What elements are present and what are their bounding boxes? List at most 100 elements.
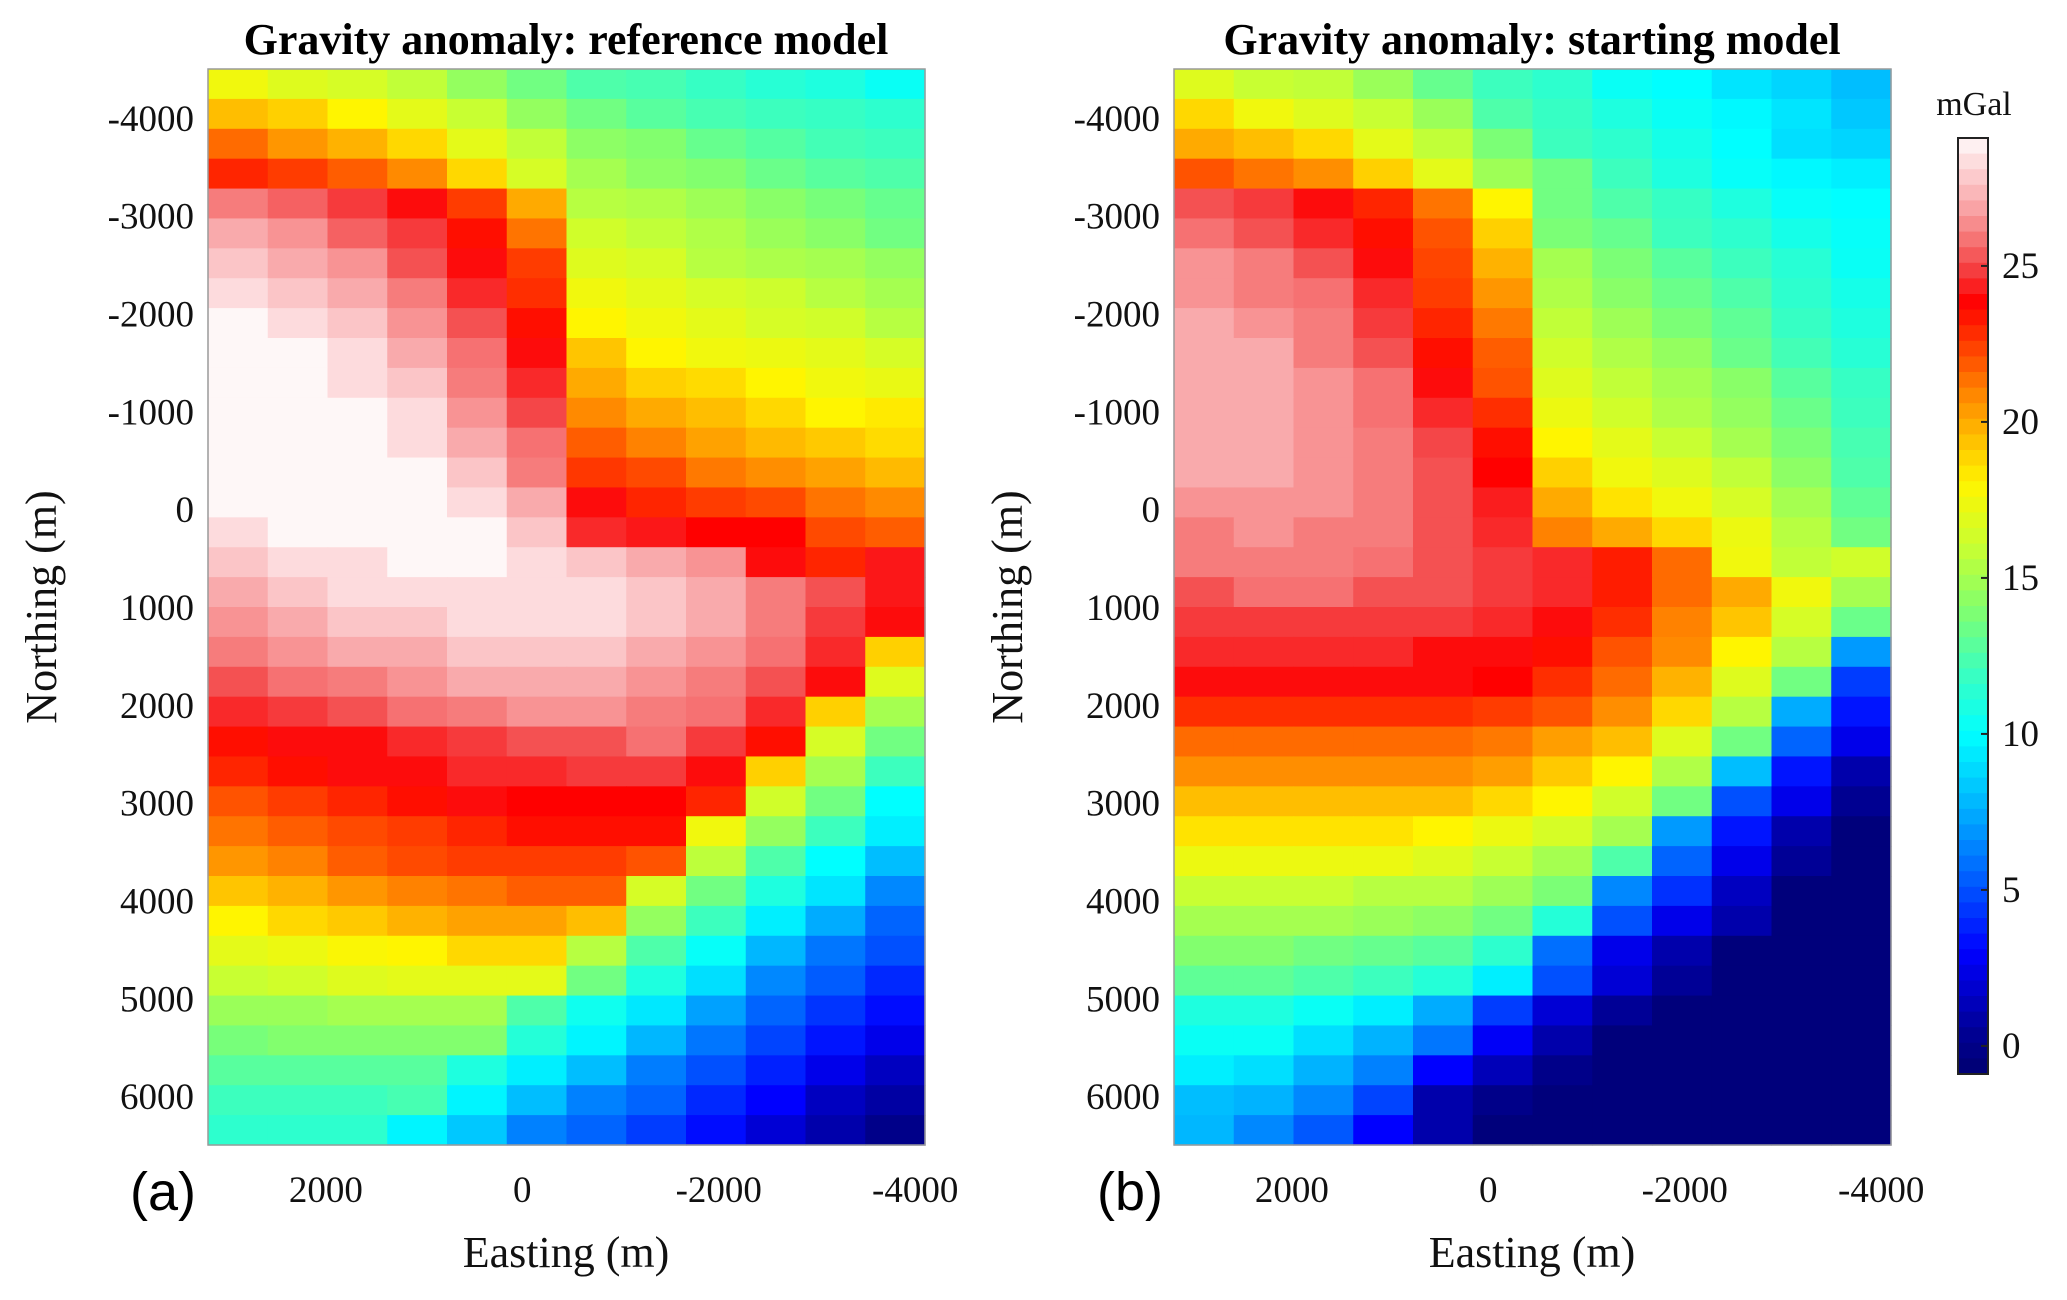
heatmap-cell — [1592, 816, 1653, 847]
heatmap-cell — [1711, 876, 1773, 907]
heatmap-cell — [1233, 816, 1295, 847]
heatmap-cell — [566, 367, 627, 399]
heatmap-cell — [805, 98, 866, 130]
heatmap-cell — [1353, 98, 1414, 130]
heatmap-cell — [686, 577, 747, 608]
heatmap-cell — [506, 816, 568, 847]
colorbar-swatch — [1958, 340, 1988, 357]
heatmap-cell — [1353, 547, 1414, 578]
heatmap-cell — [387, 1115, 448, 1146]
heatmap-cell — [1532, 547, 1593, 578]
y-tick-label: -2000 — [108, 295, 194, 336]
heatmap-cell — [1592, 338, 1653, 369]
colorbar-swatch — [1958, 528, 1988, 545]
heatmap-cell — [566, 128, 627, 160]
heatmap-cell — [745, 308, 807, 339]
heatmap-cell — [1592, 1055, 1653, 1086]
heatmap-cell — [506, 726, 568, 758]
x-tick-labels: 2000 0 -2000 -4000 — [1255, 1170, 1924, 1211]
heatmap-cell — [387, 397, 448, 429]
heatmap-cell — [267, 517, 329, 548]
heatmap-cell — [1831, 397, 1892, 429]
heatmap-cell — [1293, 696, 1354, 728]
heatmap-cell — [327, 367, 388, 399]
heatmap-cell — [1293, 98, 1354, 130]
colorbar-swatch — [1958, 762, 1988, 779]
colorbar-swatch — [1958, 169, 1988, 186]
heatmap-cell — [208, 876, 269, 907]
heatmap-cell — [1472, 846, 1534, 877]
heatmap-cell — [506, 636, 568, 668]
heatmap-cell — [1652, 1025, 1713, 1056]
heatmap-cell — [1174, 547, 1235, 578]
heatmap-cell — [1652, 995, 1713, 1027]
heatmap-cell — [626, 128, 687, 160]
heatmap-cell — [1174, 158, 1235, 190]
heatmap-cell — [1233, 1055, 1295, 1086]
heatmap-cell — [1652, 905, 1713, 937]
heatmap-cell — [1472, 696, 1534, 728]
heatmap-cell — [1652, 69, 1713, 100]
heatmap-cell — [1353, 636, 1414, 668]
heatmap-cell — [1771, 218, 1832, 249]
heatmap-cell — [1174, 128, 1235, 160]
heatmap-cell — [208, 1115, 269, 1146]
heatmap-cell — [1353, 1055, 1414, 1086]
heatmap-cell — [1652, 1115, 1713, 1146]
heatmap-cell — [208, 816, 269, 847]
heatmap-cell — [1831, 876, 1892, 907]
heatmap-cell — [327, 547, 388, 578]
heatmap-cell — [805, 517, 866, 548]
heatmap-cell — [1592, 367, 1653, 399]
heatmap-cell — [1652, 158, 1713, 190]
heatmap-cell — [745, 696, 807, 728]
heatmap-cell — [566, 816, 627, 847]
heatmap-cell — [1413, 876, 1474, 907]
heatmap-cell — [1711, 1115, 1773, 1146]
heatmap-cell — [626, 1085, 687, 1116]
heatmap-cell — [1353, 756, 1414, 787]
heatmap-cell — [1413, 726, 1474, 758]
colorbar: mGal 0 5 10 15 20 25 — [1936, 86, 2039, 1075]
heatmap-cell — [1472, 756, 1534, 787]
heatmap-cell — [1652, 1055, 1713, 1086]
heatmap-cell — [1771, 995, 1832, 1027]
heatmap-cell — [566, 218, 627, 249]
heatmap-cell — [745, 876, 807, 907]
heatmap-cell — [1711, 726, 1773, 758]
heatmap-cell — [1711, 338, 1773, 369]
y-tick-label: -2000 — [1074, 295, 1160, 336]
heatmap-cell — [208, 248, 269, 279]
y-tick-label: 5000 — [120, 979, 194, 1020]
heatmap-cell — [1413, 577, 1474, 608]
heatmap-cell — [1413, 1055, 1474, 1086]
colorbar-swatch — [1958, 278, 1988, 295]
heatmap-cell — [865, 726, 926, 758]
heatmap-cell — [1652, 696, 1713, 728]
heatmap-cell — [805, 666, 866, 698]
heatmap-cell — [1532, 338, 1593, 369]
heatmap-cell — [1413, 308, 1474, 339]
heatmap-cell — [447, 188, 508, 220]
heatmap-cell — [1711, 547, 1773, 578]
heatmap-cell — [1592, 487, 1653, 518]
heatmap-cell — [1472, 427, 1534, 459]
heatmap-cell — [1831, 636, 1892, 668]
heatmap-cell — [1472, 666, 1534, 698]
heatmap-cell — [1233, 517, 1295, 548]
heatmap-cell — [447, 547, 508, 578]
heatmap-cell — [686, 547, 747, 578]
heatmap-cell — [865, 397, 926, 429]
heatmap-cell — [1592, 696, 1653, 728]
heatmap-cell — [267, 338, 329, 369]
heatmap-cell — [1174, 726, 1235, 758]
heatmap-cell — [1293, 547, 1354, 578]
y-tick-labels: -4000 -3000 -2000 -1000 0 1000 2000 3000 4000 500… — [108, 99, 194, 1118]
colorbar-swatch — [1958, 294, 1988, 311]
heatmap-cell — [1413, 487, 1474, 518]
heatmap-cell — [1472, 338, 1534, 369]
heatmap-cell — [566, 1025, 627, 1056]
heatmap-cell — [267, 696, 329, 728]
heatmap-cell — [1652, 846, 1713, 877]
heatmap-cell — [267, 995, 329, 1027]
